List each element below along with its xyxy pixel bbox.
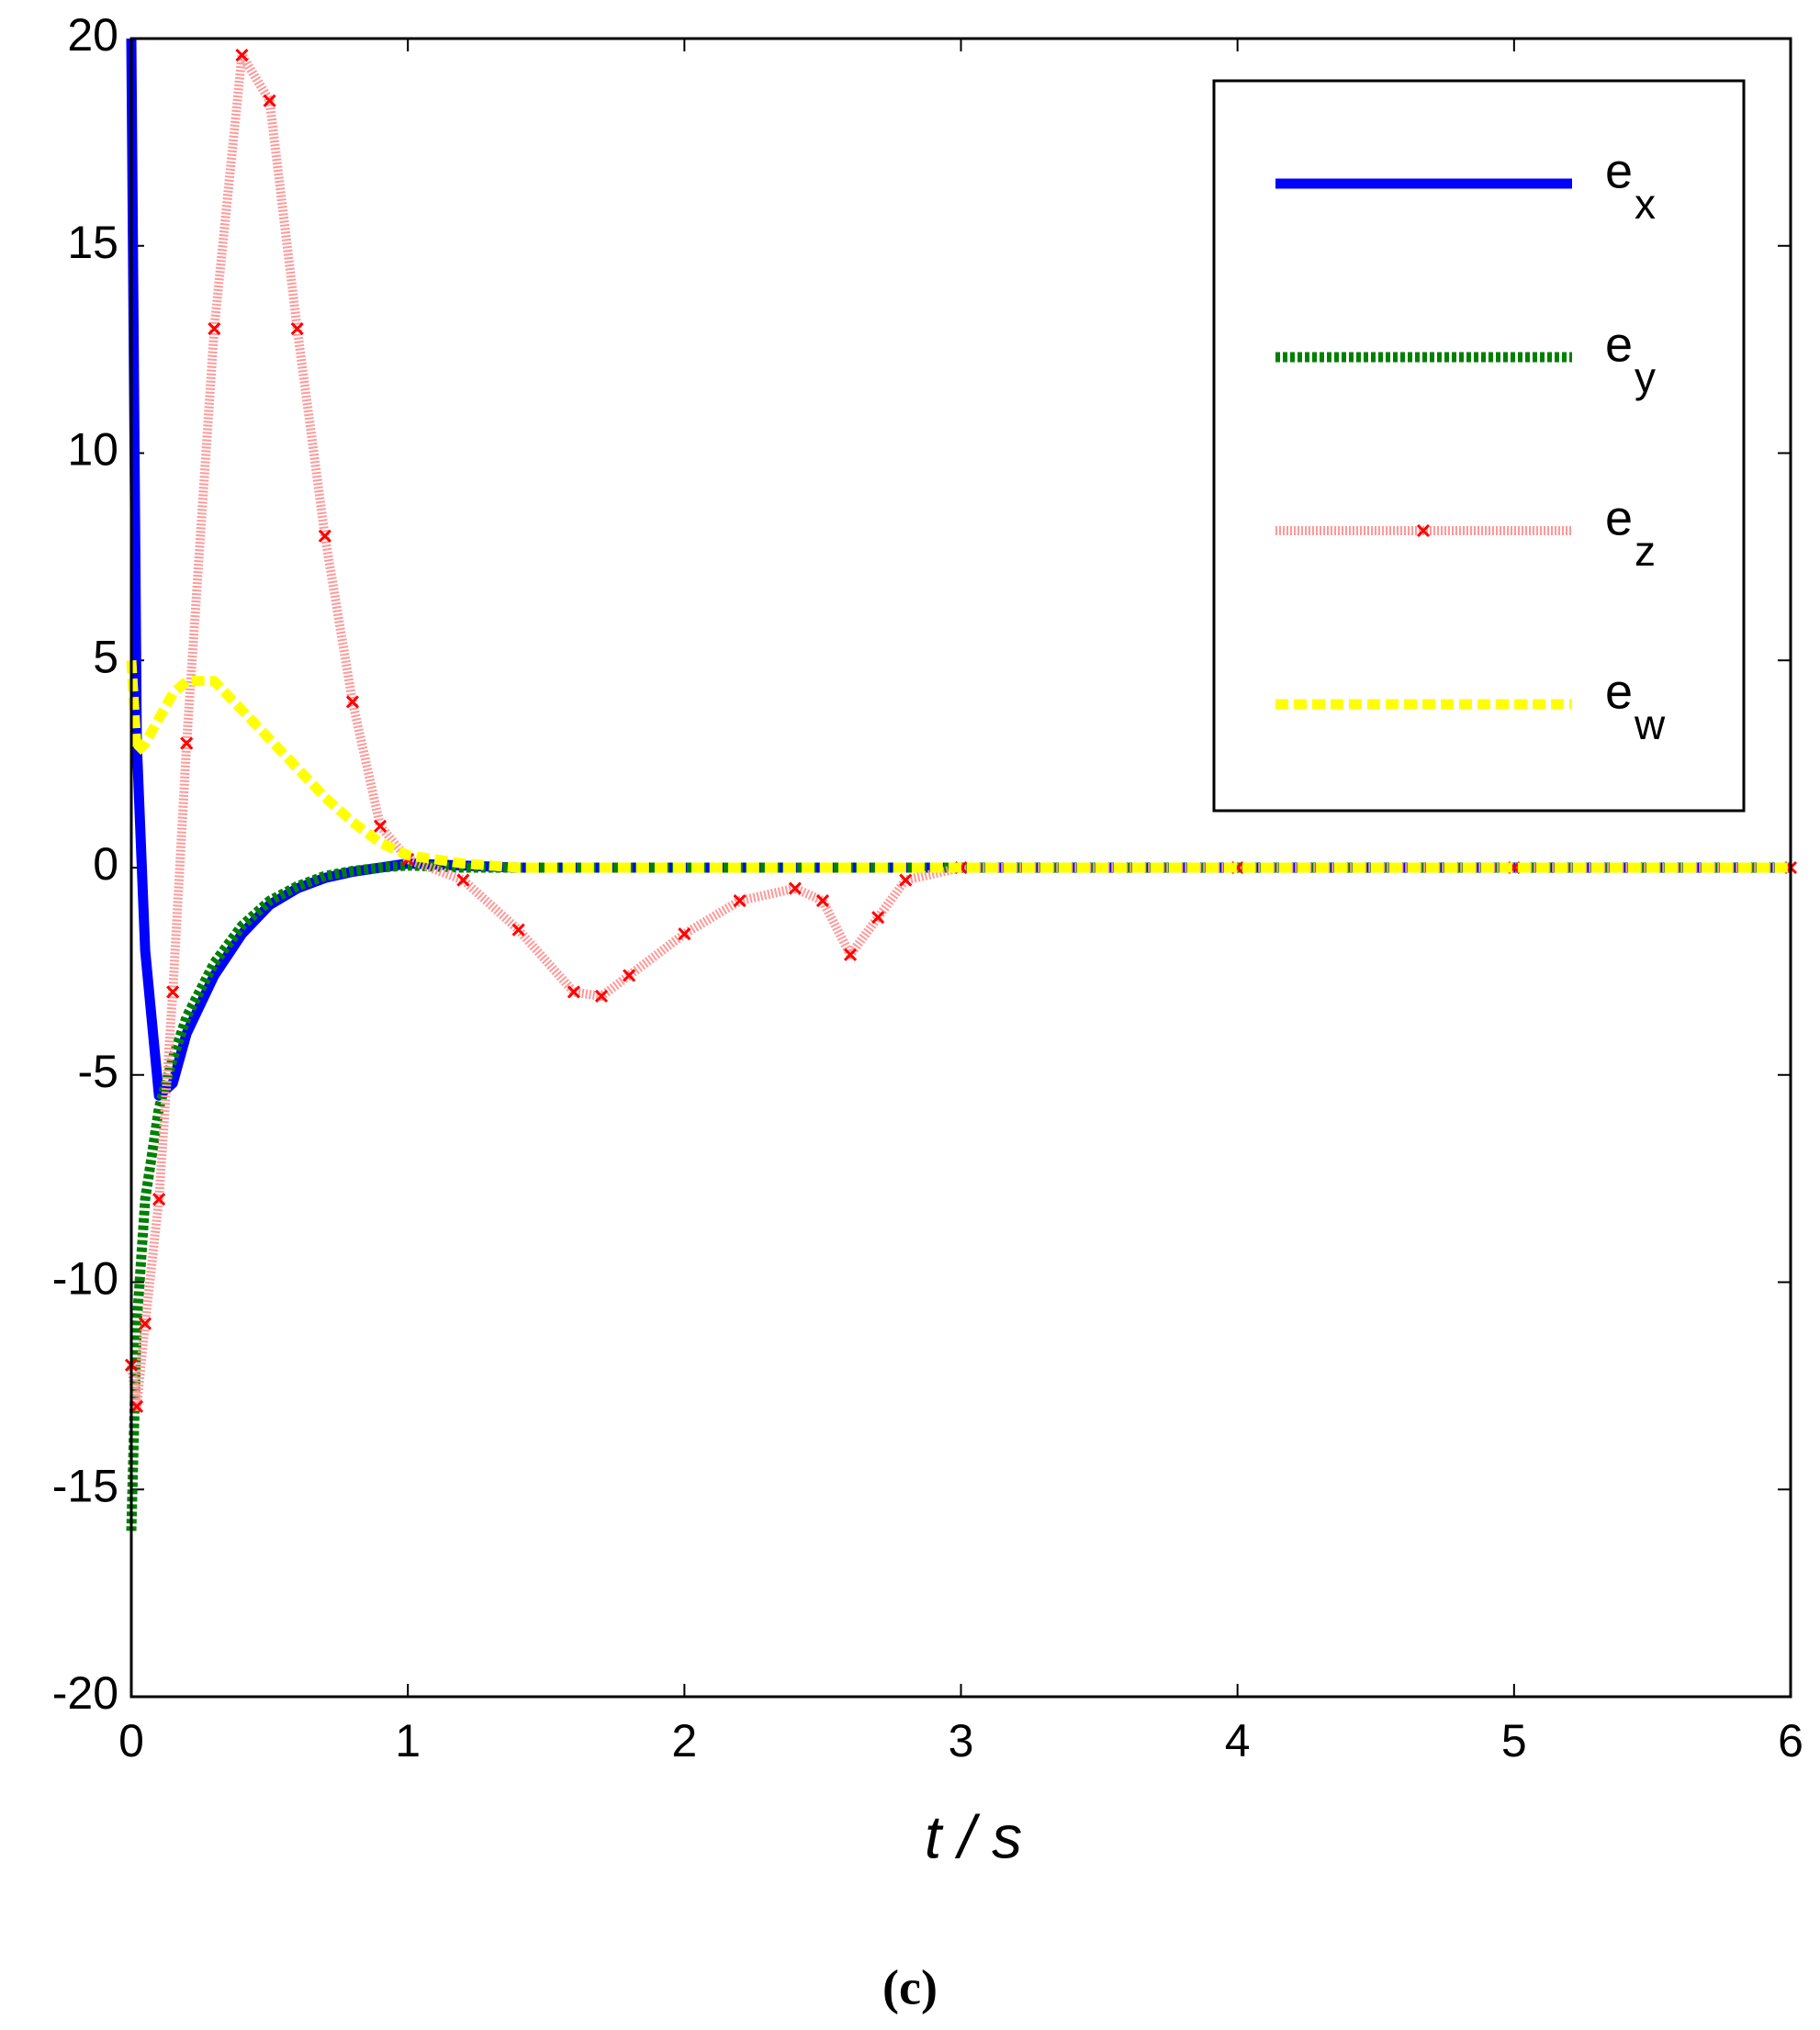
data-point (152, 1193, 166, 1206)
legend-marker (1416, 523, 1431, 538)
y-tick-label: 15 (67, 217, 118, 268)
x-tick-label: 1 (395, 1715, 421, 1766)
legend-label: e (1605, 490, 1633, 545)
data-point (235, 48, 249, 62)
data-point (843, 948, 858, 961)
data-point (373, 819, 388, 833)
data-point (733, 894, 747, 908)
y-tick-label: -15 (52, 1460, 118, 1511)
data-point (623, 969, 636, 982)
data-point (567, 985, 580, 999)
data-point (871, 911, 885, 925)
data-point (678, 927, 691, 941)
x-tick-label: 6 (1778, 1715, 1803, 1766)
data-point (345, 695, 359, 709)
x-tick-label: 4 (1225, 1715, 1251, 1766)
data-point (788, 881, 802, 895)
legend-subscript: y (1635, 353, 1656, 401)
data-line (126, 659, 1791, 873)
y-tick-label: 5 (93, 631, 118, 682)
data-point (138, 1317, 152, 1330)
legend-label: e (1605, 317, 1633, 372)
data-point (318, 529, 331, 543)
data-point (899, 873, 913, 887)
data-point (511, 923, 525, 936)
caption: (c) (882, 1959, 938, 2014)
legend-box (1212, 79, 1746, 813)
y-tick-label: 20 (67, 9, 118, 61)
data-line (126, 860, 1791, 1531)
data-point (290, 321, 304, 336)
legend-subscript: w (1634, 701, 1666, 748)
y-tick-label: 0 (93, 838, 118, 890)
data-point (180, 736, 194, 750)
plot-frame (129, 37, 1792, 1699)
y-tick-label: -10 (52, 1253, 118, 1305)
data-point (815, 894, 829, 908)
data-point (594, 989, 609, 1004)
legend-subscript: x (1635, 180, 1656, 228)
data-point (208, 321, 221, 336)
x-tick-label: 3 (949, 1715, 974, 1766)
y-tick-label: -5 (78, 1046, 118, 1097)
y-tick-label: 10 (67, 424, 118, 476)
y-tick-label: -20 (52, 1667, 118, 1719)
x-tick-label: 0 (118, 1715, 144, 1766)
legend-subscript: z (1635, 527, 1656, 575)
legend-label: e (1605, 664, 1633, 719)
x-tick-label: 5 (1501, 1715, 1527, 1766)
data-point (129, 1399, 144, 1414)
legend-label: e (1605, 143, 1633, 198)
x-tick-label: 2 (671, 1715, 697, 1766)
data-point (166, 985, 180, 999)
data-point (456, 873, 470, 887)
data-point (263, 94, 276, 107)
x-axis-label: t / s (925, 1802, 1022, 1870)
